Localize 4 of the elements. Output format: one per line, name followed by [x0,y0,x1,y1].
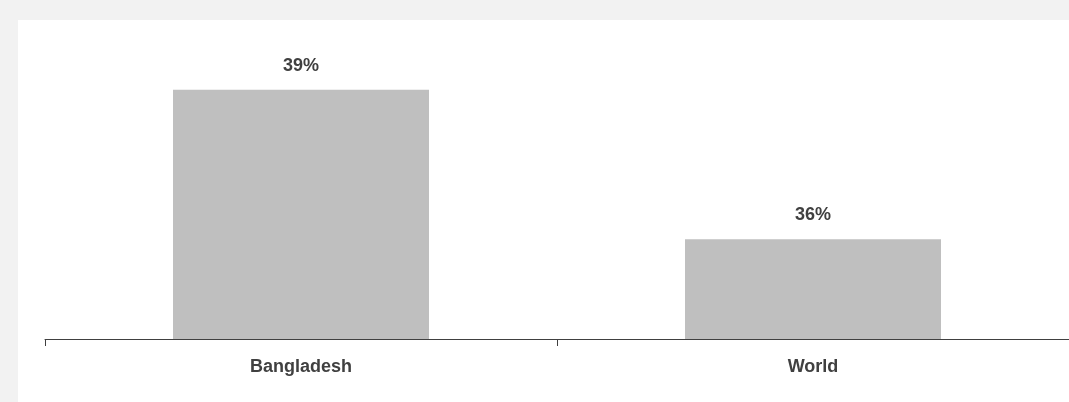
x-tick-label: Bangladesh [249,356,353,376]
data-label: 39% [282,54,320,75]
x-tick-label: World [787,356,839,376]
data-label: 36% [794,204,832,225]
